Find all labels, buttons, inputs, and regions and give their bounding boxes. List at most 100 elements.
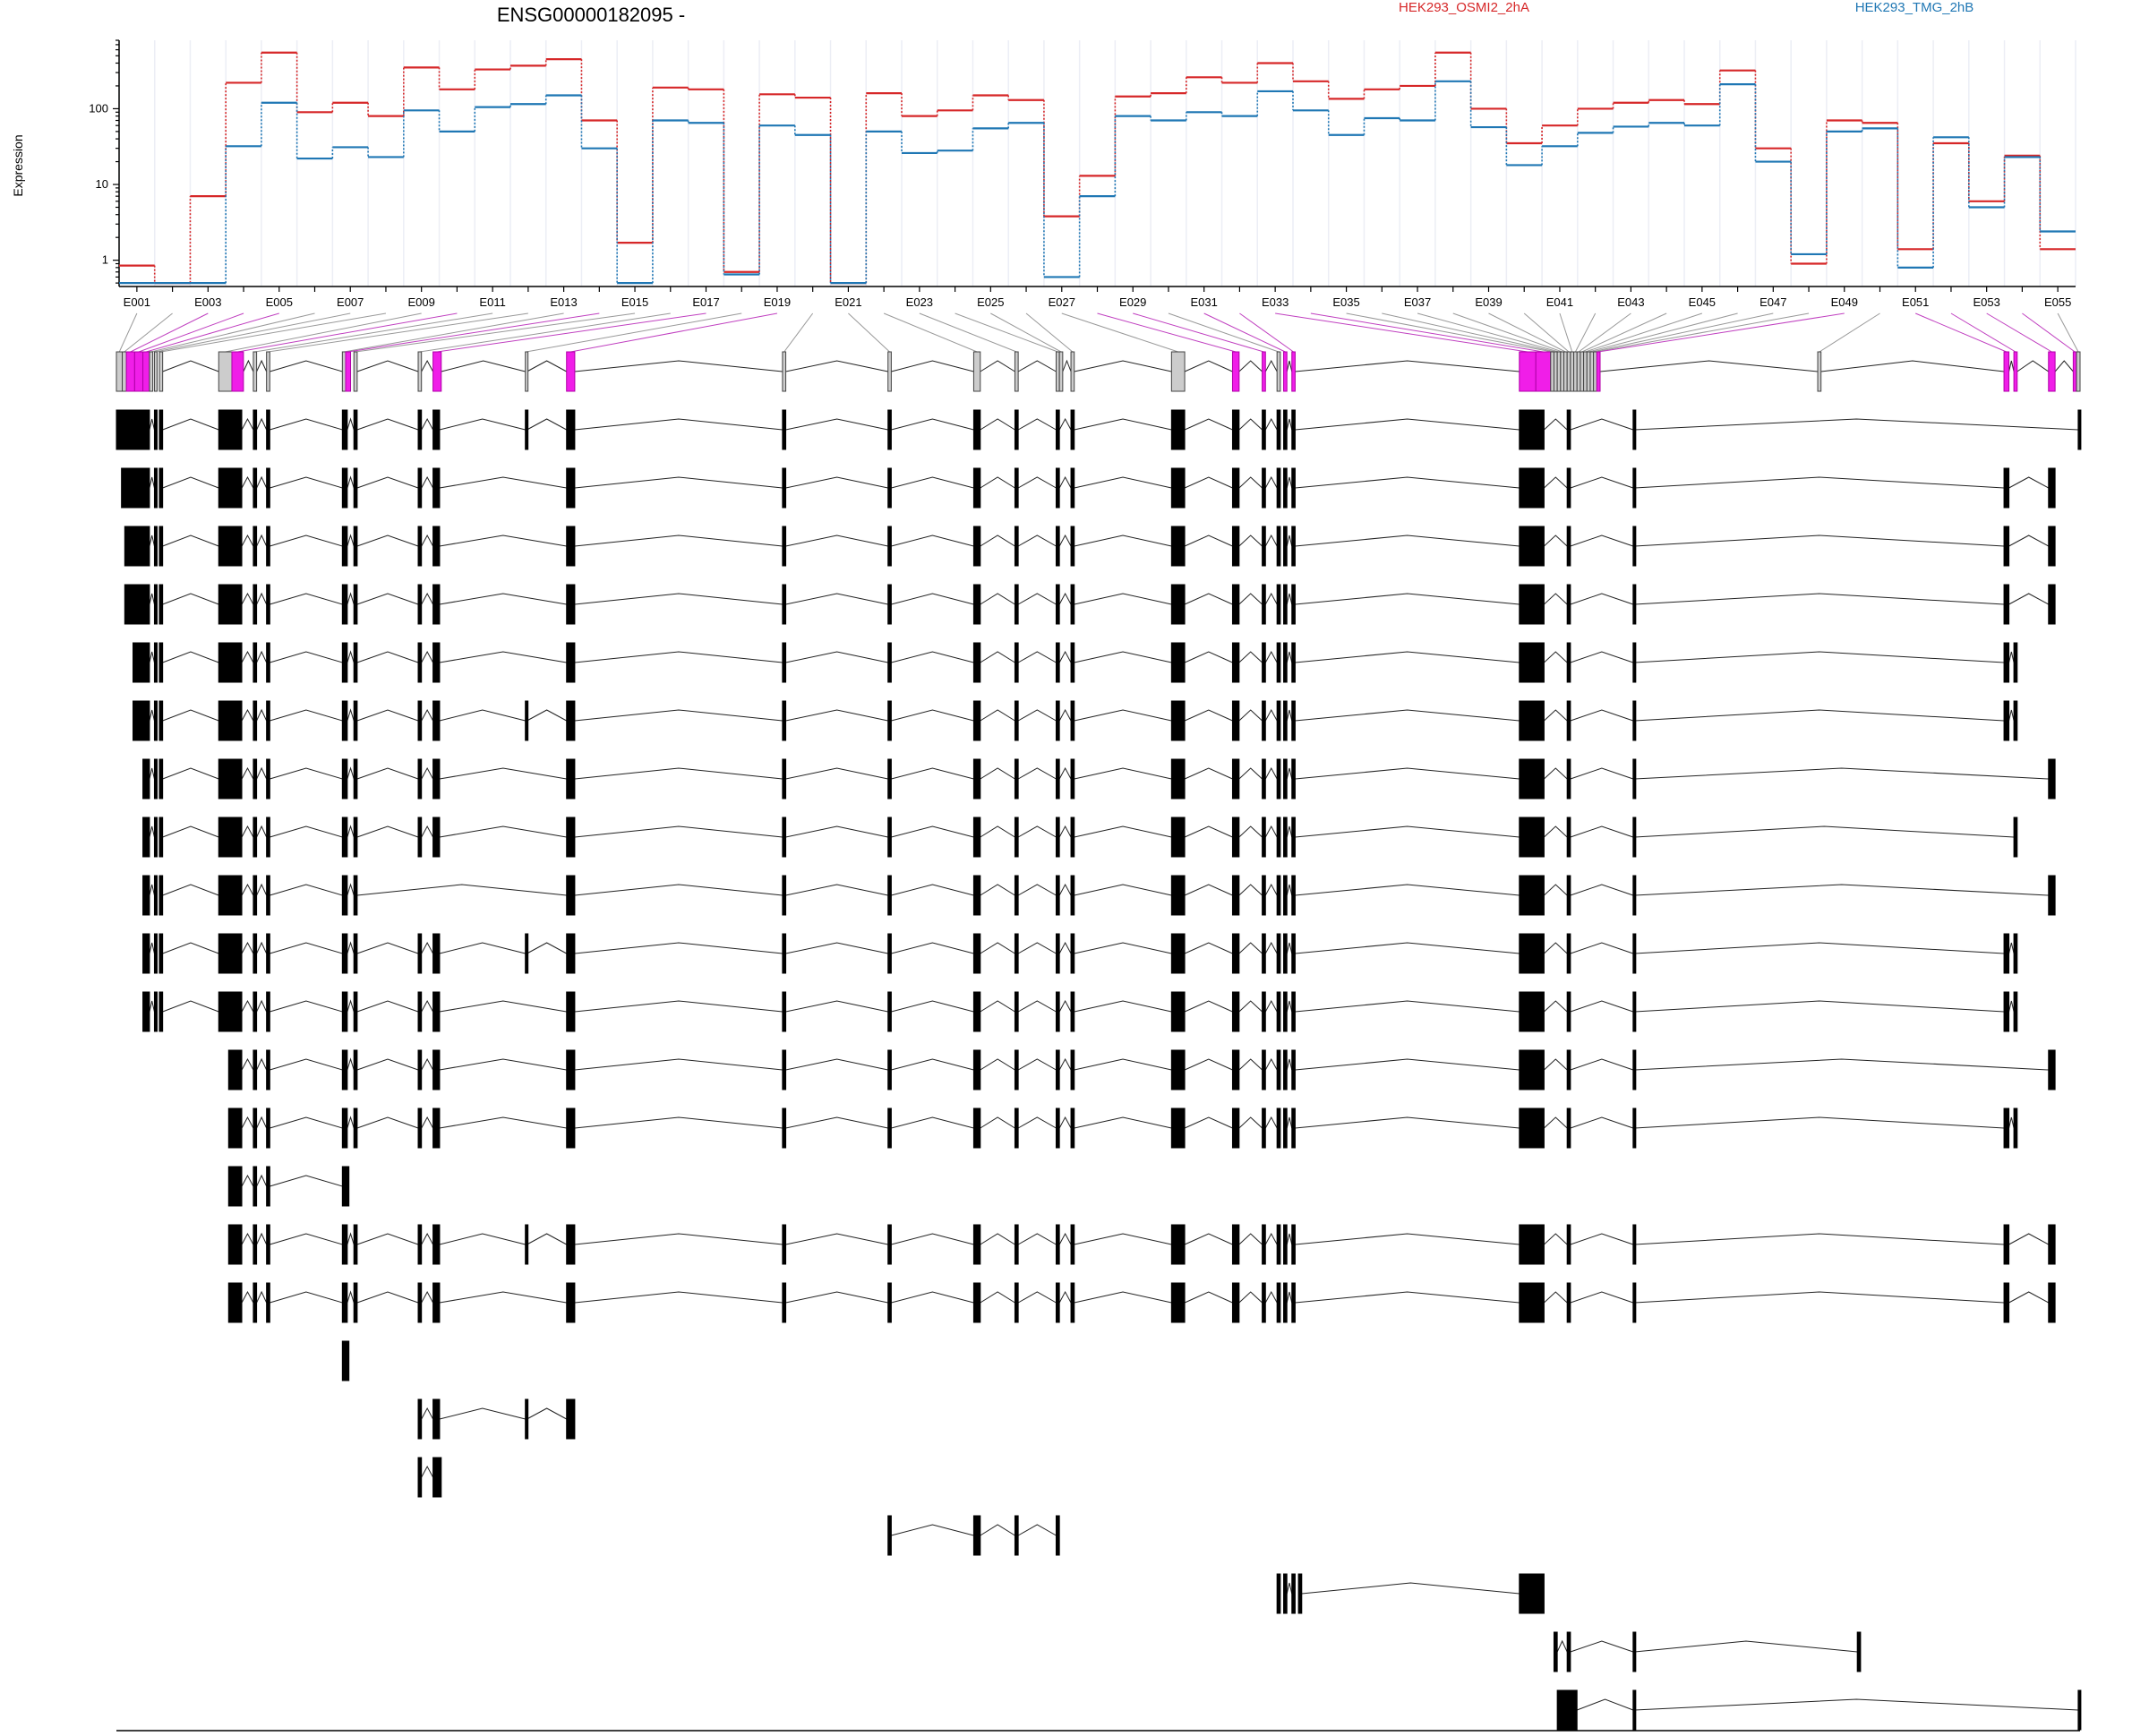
transcript-intron [1017, 651, 1057, 663]
transcript-intron [785, 884, 888, 896]
transcript-exon [253, 1166, 258, 1207]
transcript-intron [1295, 767, 1520, 780]
transcript-intron [1238, 1000, 1263, 1013]
transcript-exon [1070, 467, 1075, 509]
x-tick-label: E041 [1546, 295, 1573, 309]
transcript-exon [1262, 817, 1266, 858]
transcript-intron [527, 1407, 567, 1420]
meta-exon [1556, 351, 1562, 392]
transcript-exon [142, 933, 150, 974]
exon-connector [1168, 312, 1280, 353]
transcript-intron [162, 942, 219, 954]
exon-connector [1310, 312, 1544, 353]
transcript-intron [421, 1116, 434, 1129]
transcript-exon [1519, 991, 1545, 1032]
y-tick-label: 1 [102, 253, 108, 267]
transcript-intron [574, 651, 783, 663]
transcript-intron [2008, 476, 2050, 489]
transcript-exon [1014, 1515, 1019, 1556]
transcript-exon [1014, 642, 1019, 683]
transcript-intron [439, 1116, 567, 1129]
transcript-exon [417, 526, 423, 567]
transcript-intron [1295, 1000, 1520, 1013]
transcript-intron [891, 884, 974, 896]
transcript-exon [2003, 1282, 2010, 1323]
transcript-exon [1231, 467, 1240, 509]
x-tick-label: E009 [407, 295, 434, 309]
meta-intron [356, 360, 419, 372]
transcript-exon [972, 700, 981, 741]
transcript-exon [1519, 467, 1545, 509]
transcript-intron [356, 825, 419, 838]
transcript-exon [1566, 526, 1571, 567]
transcript-exon [353, 642, 358, 683]
transcript-exon [153, 758, 158, 800]
transcript-intron [439, 767, 567, 780]
transcript-exon [1519, 1282, 1545, 1323]
transcript-exon [227, 1166, 243, 1207]
transcript-exon [253, 700, 258, 741]
transcript-intron [149, 709, 155, 722]
transcript-exon [432, 991, 441, 1032]
transcript-exon [1055, 584, 1060, 625]
transcript-intron [1286, 1233, 1293, 1245]
meta-exon [353, 351, 358, 392]
transcript-intron [574, 825, 783, 838]
transcript-exon [158, 758, 164, 800]
transcript-intron [1017, 1000, 1057, 1013]
transcript-intron [1184, 651, 1233, 663]
transcript-intron [785, 593, 888, 605]
transcript-exon [266, 817, 270, 858]
meta-exon [142, 351, 150, 392]
transcript-exon [2013, 642, 2018, 683]
transcript-exon [1291, 409, 1296, 450]
transcript-intron [2008, 593, 2050, 605]
exon-connector [2057, 312, 2079, 353]
transcript-exon [266, 1107, 270, 1149]
transcript-intron [785, 1000, 888, 1013]
transcript-intron [1634, 1058, 2049, 1071]
transcript-exon [1055, 467, 1060, 509]
transcript-exon [2003, 700, 2010, 741]
exon-connector [437, 312, 706, 353]
transcript-exon [972, 991, 981, 1032]
transcript-exon [1070, 758, 1075, 800]
meta-exon [1553, 351, 1558, 392]
transcript-intron [1286, 709, 1293, 722]
meta-exon [1231, 351, 1240, 392]
transcript-exon [1519, 875, 1545, 916]
transcript-intron [1634, 825, 2015, 838]
transcript-exon [341, 933, 348, 974]
transcript-intron [149, 825, 155, 838]
transcript-exon [887, 642, 892, 683]
exon-connector [1097, 312, 1237, 353]
meta-exon [1291, 351, 1296, 392]
transcript-exon [1566, 1631, 1571, 1672]
transcript-exon [218, 817, 243, 858]
transcript-exon [341, 467, 348, 509]
transcript-exon [1632, 526, 1637, 567]
meta-exon [782, 351, 787, 392]
transcript-exon [1055, 758, 1060, 800]
transcript-exon [2003, 584, 2010, 625]
transcript-exon [2003, 642, 2010, 683]
transcript-exon [1519, 584, 1545, 625]
transcript-exon [1055, 526, 1060, 567]
transcript-intron [1295, 651, 1520, 663]
transcript-intron [1058, 1290, 1072, 1304]
transcript-exon [1291, 991, 1296, 1032]
transcript-intron [1074, 767, 1172, 780]
transcript-intron [574, 593, 783, 605]
exon-connector [130, 312, 209, 353]
transcript-intron [270, 1116, 343, 1129]
transcript-exon [142, 991, 150, 1032]
transcript-intron [356, 709, 419, 722]
transcript-intron [2008, 534, 2050, 547]
exon-connector [1581, 312, 1667, 353]
transcript-exon [2077, 409, 2082, 450]
transcript-exon [266, 1166, 270, 1207]
transcript-exon [432, 817, 441, 858]
transcript-intron [980, 1058, 1015, 1071]
transcript-exon [218, 584, 243, 625]
transcript-exon [1262, 642, 1266, 683]
